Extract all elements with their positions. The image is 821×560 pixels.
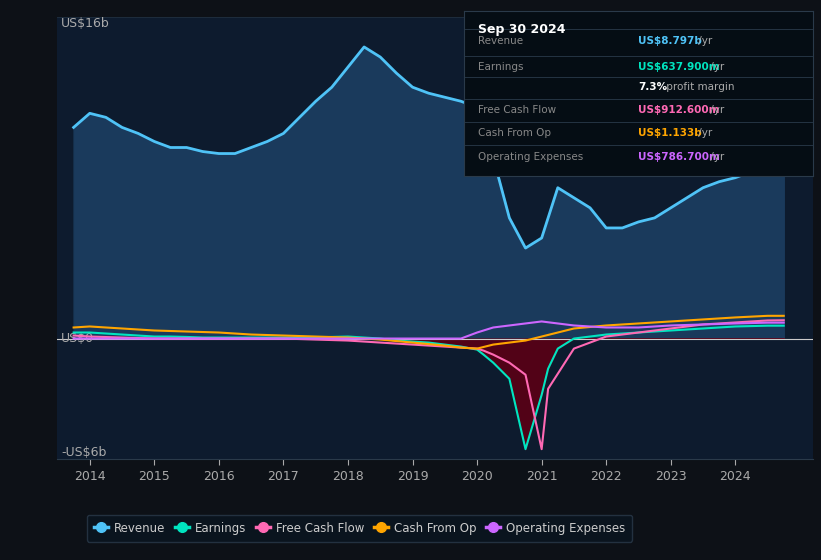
Text: Operating Expenses: Operating Expenses bbox=[478, 152, 583, 162]
Text: Free Cash Flow: Free Cash Flow bbox=[478, 105, 556, 115]
Text: profit margin: profit margin bbox=[663, 82, 735, 92]
Text: Earnings: Earnings bbox=[478, 62, 523, 72]
Text: Cash From Op: Cash From Op bbox=[478, 128, 551, 138]
Text: 7.3%: 7.3% bbox=[639, 82, 667, 92]
Text: US$912.600m: US$912.600m bbox=[639, 105, 720, 115]
Text: /yr: /yr bbox=[708, 105, 725, 115]
Text: /yr: /yr bbox=[708, 62, 725, 72]
Legend: Revenue, Earnings, Free Cash Flow, Cash From Op, Operating Expenses: Revenue, Earnings, Free Cash Flow, Cash … bbox=[87, 515, 632, 542]
Text: Revenue: Revenue bbox=[478, 36, 523, 46]
Text: /yr: /yr bbox=[695, 36, 712, 46]
Text: US$1.133b: US$1.133b bbox=[639, 128, 702, 138]
Text: /yr: /yr bbox=[695, 128, 712, 138]
Text: US$786.700m: US$786.700m bbox=[639, 152, 720, 162]
Text: Sep 30 2024: Sep 30 2024 bbox=[478, 23, 566, 36]
Text: US$0: US$0 bbox=[62, 332, 94, 345]
Text: US$16b: US$16b bbox=[62, 17, 110, 30]
Text: /yr: /yr bbox=[708, 152, 725, 162]
Text: -US$6b: -US$6b bbox=[62, 446, 107, 459]
Text: US$8.797b: US$8.797b bbox=[639, 36, 702, 46]
Text: US$637.900m: US$637.900m bbox=[639, 62, 720, 72]
